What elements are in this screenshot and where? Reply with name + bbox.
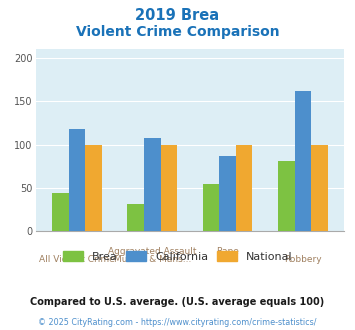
Text: 2019 Brea: 2019 Brea (136, 8, 219, 23)
Legend: Brea, California, National: Brea, California, National (58, 247, 297, 267)
Text: Murder & Mans...: Murder & Mans... (114, 255, 191, 264)
Text: Compared to U.S. average. (U.S. average equals 100): Compared to U.S. average. (U.S. average … (31, 297, 324, 307)
Bar (236, 145, 252, 231)
Text: Rape: Rape (216, 247, 239, 255)
Bar (85, 145, 102, 231)
Bar (160, 145, 177, 231)
Bar (144, 138, 160, 231)
Bar (69, 129, 85, 231)
Bar (127, 204, 144, 231)
Text: All Violent Crime: All Violent Crime (39, 255, 115, 264)
Text: © 2025 CityRating.com - https://www.cityrating.com/crime-statistics/: © 2025 CityRating.com - https://www.city… (38, 318, 317, 327)
Bar (295, 91, 311, 231)
Text: Robbery: Robbery (284, 255, 322, 264)
Bar (219, 156, 236, 231)
Text: Violent Crime Comparison: Violent Crime Comparison (76, 25, 279, 39)
Text: Aggravated Assault: Aggravated Assault (108, 247, 197, 255)
Bar (311, 145, 328, 231)
Bar (203, 184, 219, 231)
Bar (52, 193, 69, 231)
Bar (278, 161, 295, 231)
